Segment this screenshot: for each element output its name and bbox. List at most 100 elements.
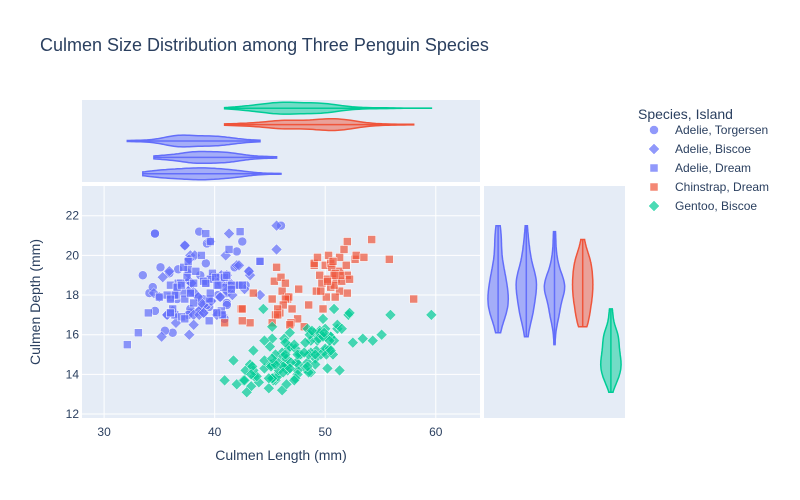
data-point <box>330 292 340 302</box>
data-point <box>183 257 193 266</box>
data-point <box>238 316 247 326</box>
data-point <box>218 374 231 387</box>
data-point <box>262 382 275 395</box>
data-point <box>212 308 222 318</box>
y-tick-label: 14 <box>66 367 80 381</box>
data-point <box>201 258 211 269</box>
legend-item-gentoo-biscoe[interactable]: Gentoo, Biscoe <box>648 199 758 213</box>
data-point <box>205 237 215 246</box>
data-point <box>321 362 334 375</box>
data-point <box>356 332 369 345</box>
data-point <box>163 265 176 278</box>
data-point <box>255 257 265 266</box>
data-point <box>304 300 313 310</box>
data-point <box>243 265 255 278</box>
data-point <box>328 257 338 266</box>
data-point <box>213 280 223 290</box>
data-point <box>315 270 324 280</box>
legend-item-chinstrap-dream[interactable]: Chinstrap, Dream <box>649 180 769 194</box>
legend-label: Gentoo, Biscoe <box>675 199 757 213</box>
data-point <box>220 318 229 328</box>
data-point <box>384 309 397 321</box>
data-point <box>316 286 326 296</box>
data-point <box>313 253 322 262</box>
data-point <box>329 270 339 280</box>
data-point <box>322 292 331 302</box>
legend-item-adelie-biscoe[interactable]: Adelie, Biscoe <box>648 142 752 156</box>
data-point <box>180 294 190 304</box>
data-point <box>298 346 311 359</box>
data-point <box>187 318 200 331</box>
data-point <box>150 228 160 239</box>
data-point <box>341 261 351 270</box>
data-point <box>204 316 214 326</box>
data-point <box>264 340 276 353</box>
x-tick-label: 60 <box>429 425 443 439</box>
data-point <box>283 326 296 339</box>
data-point <box>385 255 394 264</box>
data-point <box>177 280 186 290</box>
data-point <box>183 328 196 341</box>
data-point <box>155 262 166 273</box>
data-point <box>276 272 286 282</box>
data-point <box>123 340 132 349</box>
legend-label: Chinstrap, Dream <box>675 180 769 194</box>
data-point <box>138 270 148 280</box>
data-point <box>288 374 301 387</box>
data-point <box>366 334 379 347</box>
right-marginal-violins <box>487 224 622 393</box>
data-point <box>201 278 211 288</box>
x-tick-label: 50 <box>319 425 333 439</box>
data-point <box>182 272 192 282</box>
legend-label: Adelie, Dream <box>675 161 751 175</box>
data-point <box>214 291 227 303</box>
data-point <box>155 292 164 302</box>
data-point <box>179 263 188 272</box>
data-point <box>257 303 270 315</box>
data-point <box>323 276 332 286</box>
x-tick-label: 30 <box>97 425 111 439</box>
data-point <box>238 304 247 314</box>
data-point <box>328 303 340 315</box>
legend-marker <box>649 182 659 192</box>
data-point <box>266 320 279 333</box>
data-point <box>343 288 352 298</box>
legend-label: Adelie, Torgersen <box>675 123 768 137</box>
data-point <box>235 227 245 236</box>
legend-marker <box>648 200 660 212</box>
data-point <box>245 368 258 381</box>
data-point <box>270 219 283 232</box>
data-point <box>287 304 297 314</box>
data-point <box>262 372 275 385</box>
data-point <box>294 284 303 294</box>
data-point <box>359 253 369 262</box>
data-point <box>301 360 314 373</box>
data-point <box>247 344 260 357</box>
legend[interactable]: Species, Island Adelie, Torgersen Adelie,… <box>638 106 769 213</box>
legend-item-adelie-torgersen[interactable]: Adelie, Torgersen <box>649 123 769 137</box>
data-point <box>240 386 253 399</box>
top-marginal-violins <box>126 101 433 181</box>
y-tick-labels: 12 14 16 18 20 22 <box>66 209 80 421</box>
data-point <box>339 245 349 254</box>
data-point <box>223 227 235 240</box>
data-point <box>186 288 195 298</box>
y-tick-label: 18 <box>66 288 80 302</box>
data-point <box>288 338 301 351</box>
data-point <box>335 322 348 335</box>
data-point <box>375 328 388 341</box>
data-point <box>189 278 198 288</box>
scatter-points <box>123 219 438 399</box>
data-point <box>205 288 215 298</box>
data-point <box>197 251 206 260</box>
data-point <box>258 334 271 347</box>
data-point <box>191 267 201 276</box>
data-point <box>233 259 245 272</box>
data-point <box>144 308 153 318</box>
legend-item-adelie-dream[interactable]: Adelie, Dream <box>649 161 751 175</box>
data-point <box>317 313 329 325</box>
legend-label: Adelie, Biscoe <box>675 142 751 156</box>
data-point <box>324 344 337 357</box>
y-tick-label: 12 <box>66 407 80 421</box>
